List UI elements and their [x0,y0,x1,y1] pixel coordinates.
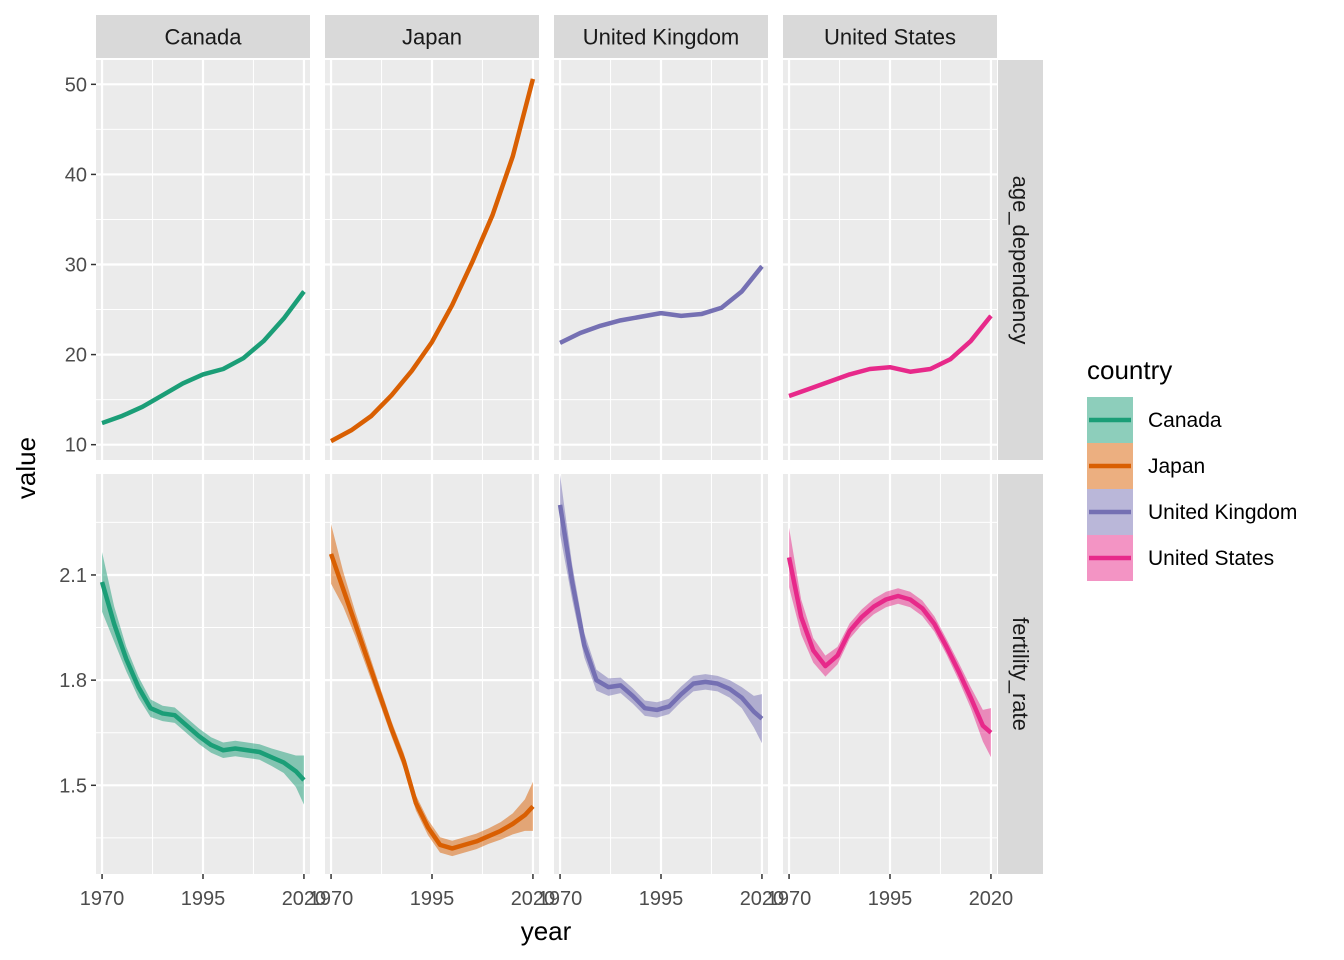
y-tick-label: 10 [65,435,87,457]
strip-label-fertility-rate: fertility_rate [1008,617,1033,731]
x-tick-label: 1995 [181,888,226,910]
strip-age-dependency [998,60,1043,460]
legend-title: country [1087,355,1172,385]
series-line-japan [329,78,536,444]
legend-label: United Kingdom [1148,501,1297,524]
x-tick-label: 2020 [511,888,556,910]
panel-united-kingdom-age-dependency [554,60,768,460]
strip-united-states [783,15,997,58]
panel-japan-fertility-rate [325,474,539,874]
y-axis-title: value [11,437,41,499]
series-line-canada [101,290,306,426]
panel-united-states-fertility-rate [783,474,997,874]
strip-label-canada: Canada [164,25,242,50]
legend-item-canada: Canada [1087,397,1222,443]
strip-label-united-states: United States [824,25,956,50]
panel-canada-age-dependency [96,60,310,460]
strip-label-united-kingdom: United Kingdom [583,25,740,50]
x-tick-label: 2020 [740,888,785,910]
strip-japan [325,15,539,58]
facet-strips: Canada Japan United Kingdom United States ag… [96,15,1043,874]
legend-label: Japan [1148,455,1205,478]
y-tick-label: 30 [65,255,87,277]
strip-united-kingdom [554,15,768,58]
x-tick-label: 1970 [80,888,125,910]
series-line-united-kingdom [559,264,764,345]
y-tick-label: 40 [65,164,87,186]
x-tick-label: 1995 [868,888,913,910]
strip-canada [96,15,310,58]
strip-fertility-rate [998,474,1043,874]
y-tick-label: 1.8 [59,670,87,692]
panel-canada-fertility-rate [96,474,310,874]
series-line-united-states [788,314,993,399]
y-tick-label: 20 [65,345,87,367]
panel-united-states-age-dependency [783,60,997,460]
series-line-japan [328,553,535,851]
legend-item-japan: Japan [1087,443,1205,489]
x-tick-label: 1970 [309,888,354,910]
y-tick-label: 1.5 [59,775,87,797]
legend-label: Canada [1148,409,1222,432]
series-line-united-kingdom [557,504,764,721]
legend-label: United States [1148,547,1274,570]
x-tick-label: 1970 [767,888,812,910]
strip-label-japan: Japan [402,25,462,50]
series-line-canada [99,581,306,782]
confidence-band-united-kingdom [560,475,762,744]
x-axis-title: year [521,916,572,946]
x-tick-label: 1995 [639,888,684,910]
x-tick-label: 2020 [969,888,1014,910]
strip-label-age-dependency: age_dependency [1008,176,1033,345]
x-tick-label: 1970 [538,888,583,910]
panel-japan-age-dependency [325,60,539,460]
x-tick-label: 2020 [282,888,327,910]
legend-item-united-states: United States [1087,535,1274,581]
legend: country Canada Japan United Kingdom United … [1087,355,1297,581]
y-tick-label: 2.1 [59,565,87,587]
y-tick-label: 50 [65,74,87,96]
facet-panels [96,60,997,874]
panel-united-kingdom-fertility-rate [554,474,768,874]
series-line-united-states [786,556,993,735]
legend-item-united-kingdom: United Kingdom [1087,489,1297,535]
x-tick-label: 1995 [410,888,455,910]
